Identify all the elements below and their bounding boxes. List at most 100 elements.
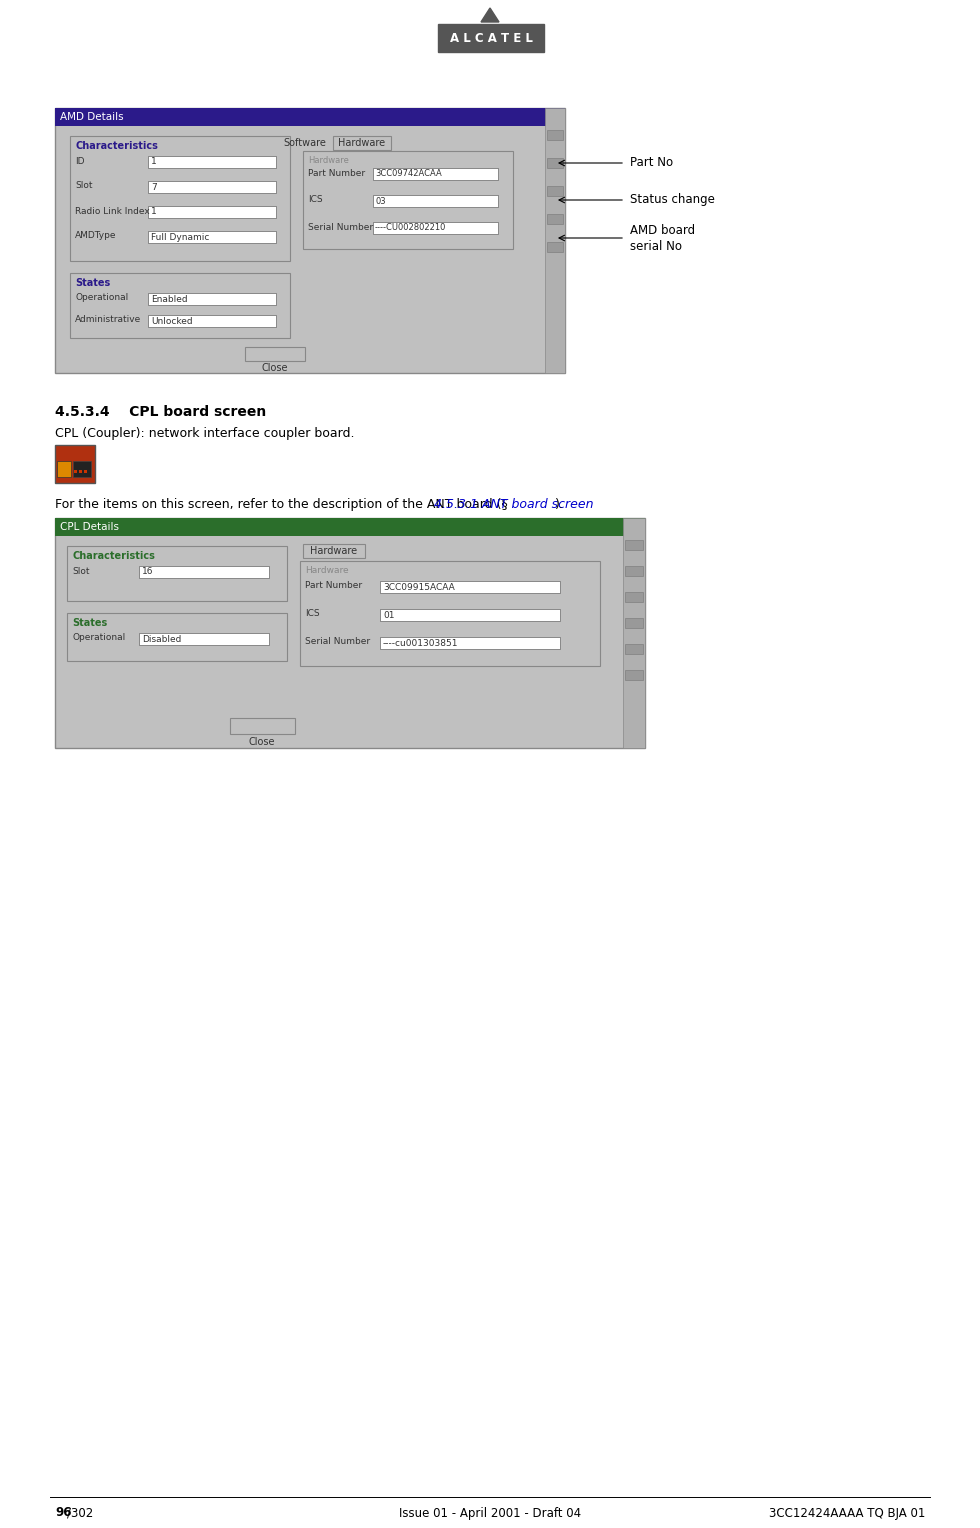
FancyBboxPatch shape [55,518,645,536]
Text: ICS: ICS [305,610,319,619]
FancyBboxPatch shape [625,565,643,576]
FancyBboxPatch shape [625,539,643,550]
Text: 4.5.3.1 ANT board screen: 4.5.3.1 ANT board screen [434,498,593,510]
Text: A L C A T E L: A L C A T E L [450,32,532,44]
Text: 01: 01 [383,611,395,619]
FancyBboxPatch shape [623,518,645,749]
FancyBboxPatch shape [547,214,563,225]
FancyBboxPatch shape [55,445,95,483]
Text: 3CC09915ACAA: 3CC09915ACAA [383,582,455,591]
Text: ----cu001303851: ----cu001303851 [383,639,459,648]
FancyBboxPatch shape [438,24,544,52]
FancyBboxPatch shape [148,206,276,219]
FancyBboxPatch shape [373,196,498,206]
Text: For the items on this screen, refer to the description of the ANT board (§: For the items on this screen, refer to t… [55,498,512,510]
Text: States: States [72,617,107,628]
FancyBboxPatch shape [139,565,269,578]
FancyBboxPatch shape [139,633,269,645]
Text: Disabled: Disabled [142,634,181,643]
Text: Full Dynamic: Full Dynamic [151,232,210,241]
Text: Enabled: Enabled [151,295,187,304]
FancyBboxPatch shape [84,471,87,474]
FancyBboxPatch shape [73,461,91,477]
Text: Hardware: Hardware [311,545,358,556]
Text: Slot: Slot [72,567,89,576]
Text: Hardware: Hardware [308,156,349,165]
Text: Close: Close [249,736,275,747]
FancyBboxPatch shape [380,637,560,649]
Text: Part Number: Part Number [305,582,363,590]
Text: Hardware: Hardware [338,138,385,148]
Text: Radio Link Index: Radio Link Index [75,206,150,215]
FancyBboxPatch shape [74,471,77,474]
Text: Serial Number: Serial Number [308,223,373,232]
Text: Operational: Operational [75,293,128,303]
FancyBboxPatch shape [625,617,643,628]
FancyBboxPatch shape [625,591,643,602]
Text: Administrative: Administrative [75,315,141,324]
Text: 7: 7 [151,182,157,191]
FancyBboxPatch shape [547,157,563,168]
Text: 3CC09742ACAA: 3CC09742ACAA [375,170,442,179]
Text: Unlocked: Unlocked [151,316,193,325]
FancyBboxPatch shape [67,613,287,662]
FancyBboxPatch shape [55,108,565,125]
FancyBboxPatch shape [55,518,645,749]
Text: AMD board: AMD board [630,223,695,237]
FancyBboxPatch shape [148,156,276,168]
Text: 1: 1 [151,208,157,217]
Text: 96: 96 [55,1507,72,1519]
FancyBboxPatch shape [57,461,71,477]
Text: States: States [75,278,110,287]
Text: Serial Number: Serial Number [305,637,370,646]
FancyBboxPatch shape [148,315,276,327]
Text: CPL (Coupler): network interface coupler board.: CPL (Coupler): network interface coupler… [55,426,355,440]
FancyBboxPatch shape [547,130,563,141]
FancyBboxPatch shape [245,347,305,361]
FancyBboxPatch shape [547,241,563,252]
Text: /302: /302 [68,1507,94,1519]
Text: ).: ). [555,498,564,510]
Text: Close: Close [262,364,288,373]
FancyBboxPatch shape [79,471,82,474]
Text: 4.5.3.4    CPL board screen: 4.5.3.4 CPL board screen [55,405,267,419]
FancyBboxPatch shape [148,180,276,193]
FancyBboxPatch shape [230,718,295,733]
Text: serial No: serial No [630,240,682,252]
Text: Hardware: Hardware [305,565,349,575]
FancyBboxPatch shape [148,231,276,243]
FancyBboxPatch shape [373,168,498,180]
Text: Issue 01 - April 2001 - Draft 04: Issue 01 - April 2001 - Draft 04 [399,1507,581,1519]
Text: CPL Details: CPL Details [60,523,119,532]
FancyBboxPatch shape [70,274,290,338]
Text: Part Number: Part Number [308,168,366,177]
Text: 03: 03 [375,197,385,205]
Text: Software: Software [283,138,326,148]
FancyBboxPatch shape [625,643,643,654]
FancyBboxPatch shape [545,108,565,373]
Text: AMDType: AMDType [75,232,117,240]
Text: 1: 1 [151,157,157,167]
Text: 3CC12424AAAA TQ BJA 01: 3CC12424AAAA TQ BJA 01 [768,1507,925,1519]
Text: Part No: Part No [630,156,673,170]
FancyBboxPatch shape [547,186,563,196]
Text: ICS: ICS [308,196,322,205]
Text: 16: 16 [142,567,154,576]
FancyBboxPatch shape [380,610,560,620]
FancyBboxPatch shape [300,561,600,666]
FancyBboxPatch shape [625,669,643,680]
Text: Slot: Slot [75,182,92,191]
FancyBboxPatch shape [148,293,276,306]
Text: Status change: Status change [630,194,714,206]
Text: ----CU002802210: ----CU002802210 [375,223,446,232]
FancyBboxPatch shape [303,544,365,558]
FancyBboxPatch shape [303,151,513,249]
FancyBboxPatch shape [333,136,391,150]
Text: Characteristics: Characteristics [75,141,158,151]
FancyBboxPatch shape [67,545,287,601]
FancyBboxPatch shape [70,136,290,261]
Polygon shape [481,8,499,21]
FancyBboxPatch shape [55,108,565,373]
FancyBboxPatch shape [373,222,498,234]
FancyBboxPatch shape [380,581,560,593]
